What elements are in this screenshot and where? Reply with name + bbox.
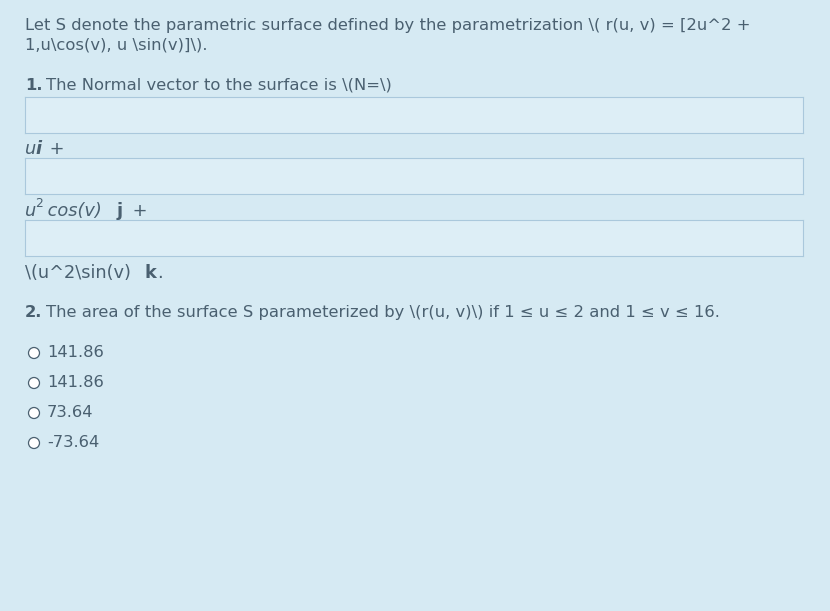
Text: 2: 2 — [35, 197, 43, 210]
Text: 2.: 2. — [25, 305, 42, 320]
Text: 1,u\cos(v), u \sin(v)]\).: 1,u\cos(v), u \sin(v)]\). — [25, 38, 208, 53]
Text: u: u — [25, 140, 37, 158]
Text: \(u^2\sin(v): \(u^2\sin(v) — [25, 264, 131, 282]
Text: cos(v): cos(v) — [42, 202, 102, 220]
Text: 1.: 1. — [25, 78, 42, 93]
Text: k: k — [145, 264, 157, 282]
Text: 73.64: 73.64 — [47, 405, 94, 420]
Text: i: i — [35, 140, 42, 158]
Text: The Normal vector to the surface is \(N=\): The Normal vector to the surface is \(N=… — [46, 78, 392, 93]
Text: Let S denote the parametric surface defined by the parametrization \( r(u, v) = : Let S denote the parametric surface defi… — [25, 18, 750, 33]
Text: u: u — [25, 202, 37, 220]
Text: -73.64: -73.64 — [47, 435, 100, 450]
Text: 141.86: 141.86 — [47, 375, 104, 390]
Text: j: j — [117, 202, 123, 220]
Text: +: + — [44, 140, 65, 158]
Text: +: + — [127, 202, 148, 220]
Text: The area of the surface S parameterized by \(r(u, v)\) if 1 ≤ u ≤ 2 and 1 ≤ v ≤ : The area of the surface S parameterized … — [46, 305, 720, 320]
Text: 141.86: 141.86 — [47, 345, 104, 360]
Text: .: . — [157, 264, 163, 282]
